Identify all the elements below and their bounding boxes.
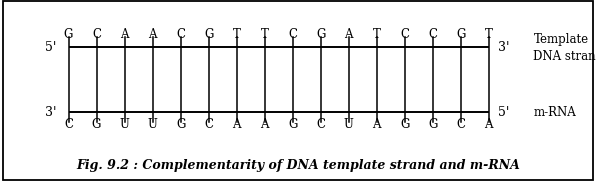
Text: U: U — [148, 118, 157, 131]
Text: Template: Template — [533, 33, 588, 46]
Text: C: C — [92, 28, 101, 41]
Text: A: A — [485, 118, 493, 131]
Text: T: T — [260, 28, 269, 41]
Text: A: A — [344, 28, 353, 41]
Text: G: G — [92, 118, 101, 131]
Text: A: A — [148, 28, 157, 41]
Text: 5': 5' — [45, 41, 57, 54]
Text: C: C — [400, 28, 409, 41]
Text: G: G — [64, 28, 73, 41]
Text: DNA strand: DNA strand — [533, 50, 596, 63]
Text: G: G — [456, 28, 465, 41]
Text: T: T — [232, 28, 241, 41]
Text: U: U — [120, 118, 129, 131]
Text: U: U — [344, 118, 353, 131]
Text: m-RNA: m-RNA — [533, 106, 576, 119]
Text: G: G — [176, 118, 185, 131]
Text: G: G — [288, 118, 297, 131]
Text: A: A — [232, 118, 241, 131]
Text: C: C — [428, 28, 437, 41]
Text: 5': 5' — [498, 106, 509, 119]
Text: Fig. 9.2 : Complementarity of DNA template strand and m-RNA: Fig. 9.2 : Complementarity of DNA templa… — [76, 159, 520, 172]
Text: C: C — [288, 28, 297, 41]
Text: 3': 3' — [498, 41, 509, 54]
Text: G: G — [428, 118, 437, 131]
Text: G: G — [400, 118, 409, 131]
Text: A: A — [260, 118, 269, 131]
Text: C: C — [204, 118, 213, 131]
Text: C: C — [316, 118, 325, 131]
Text: C: C — [64, 118, 73, 131]
Text: G: G — [316, 28, 325, 41]
Text: A: A — [372, 118, 381, 131]
Text: G: G — [204, 28, 213, 41]
Text: C: C — [176, 28, 185, 41]
Text: T: T — [372, 28, 381, 41]
Text: T: T — [485, 28, 493, 41]
Text: C: C — [456, 118, 465, 131]
Text: 3': 3' — [45, 106, 57, 119]
Text: A: A — [120, 28, 129, 41]
